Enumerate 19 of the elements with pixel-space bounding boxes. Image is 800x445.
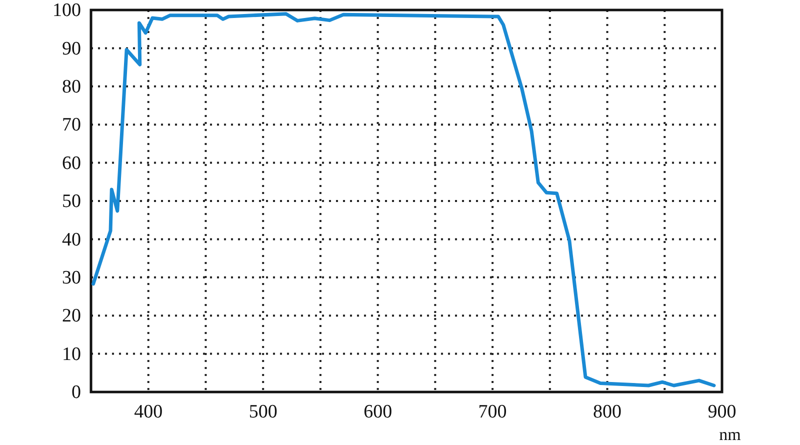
y-tick-label: 90 bbox=[62, 38, 81, 60]
y-tick-label: 70 bbox=[62, 114, 81, 136]
y-tick-label: 30 bbox=[62, 267, 81, 288]
y-tick-label: 20 bbox=[62, 306, 81, 327]
y-tick-label: 60 bbox=[62, 152, 81, 174]
x-tick-label: 800 bbox=[593, 401, 622, 422]
x-tick-label: 400 bbox=[134, 401, 163, 422]
y-tick-label: 0 bbox=[72, 382, 81, 404]
y-tick-label: 40 bbox=[62, 229, 81, 250]
y-tick-label: 80 bbox=[62, 76, 81, 98]
y-tick-label: 50 bbox=[62, 191, 81, 212]
x-tick-label: 600 bbox=[364, 401, 392, 422]
x-tick-label: 700 bbox=[478, 401, 507, 422]
y-tick-label: 100 bbox=[52, 0, 81, 22]
x-axis-title: nm bbox=[719, 425, 741, 444]
x-tick-label: 900 bbox=[708, 401, 736, 422]
x-tick-label: 500 bbox=[248, 401, 278, 422]
y-tick-label: 10 bbox=[62, 344, 81, 365]
line-series bbox=[92, 12, 716, 388]
